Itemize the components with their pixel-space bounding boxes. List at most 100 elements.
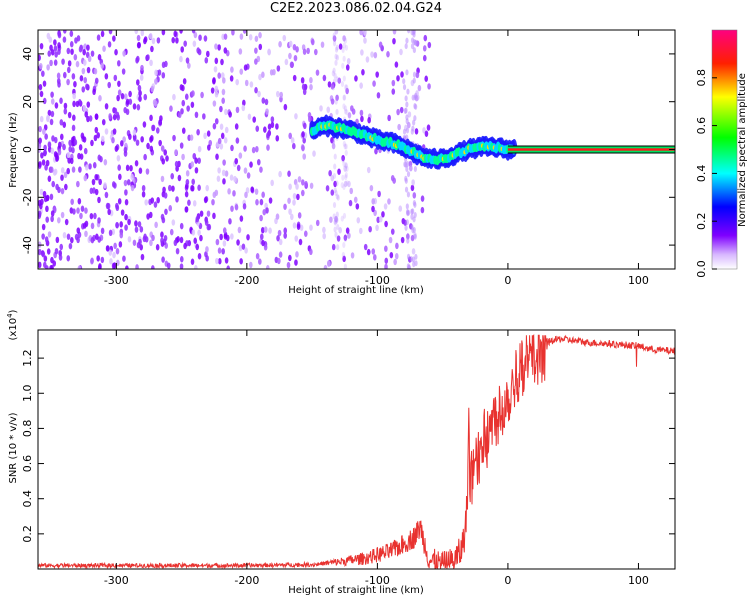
spectrogram-cell [423, 34, 428, 42]
spectrogram-cell [334, 59, 338, 66]
spectrogram-cell [342, 183, 346, 190]
spectrogram-cell [76, 180, 80, 188]
spectrogram-cell [51, 135, 55, 142]
spectrogram-cell [255, 125, 260, 132]
spectrogram-cell [384, 220, 388, 228]
spectrogram-cell [342, 55, 346, 62]
spectrogram-cell [38, 241, 42, 248]
spectrogram-cell [302, 137, 306, 144]
spectrogram-cell [242, 99, 246, 107]
spectrogram-cell [82, 105, 87, 112]
spectrogram-cell [412, 261, 416, 268]
spectrogram-cell [387, 114, 391, 122]
spectrogram-cell [76, 227, 81, 234]
spectrogram-cell [58, 141, 62, 149]
spectrogram-cell [241, 104, 246, 112]
spectrogram-cell [219, 105, 223, 113]
spectrogram-cell [164, 208, 168, 215]
spectrogram-cell [197, 48, 202, 56]
spectrogram-cell [47, 141, 52, 149]
spectrogram-cell [420, 206, 425, 214]
spectrogram-cell [43, 261, 47, 269]
spectrogram-cell [334, 46, 339, 53]
spectrogram-cell [112, 113, 117, 121]
spectrogram-cell [246, 234, 250, 241]
spectrogram-cell [342, 140, 346, 147]
spectrogram-cell [411, 256, 416, 263]
spectrogram-cell [347, 232, 351, 239]
spectrogram-cell [57, 217, 61, 224]
spectrogram-cell [161, 256, 165, 263]
spectrogram-cell [59, 243, 64, 251]
spectrogram-cell [173, 239, 178, 247]
spectrogram-cell [177, 174, 182, 182]
spectrogram-cell [333, 163, 337, 170]
spectrogram-cell [243, 145, 247, 152]
spectrogram-cell [393, 258, 397, 266]
spectrogram-cell [64, 218, 69, 226]
spectrogram-cell [258, 73, 262, 81]
spectrogram-cell [90, 236, 95, 244]
spectrogram-cell [142, 121, 147, 128]
snr-frame [37, 329, 676, 570]
spectrogram-cell [373, 51, 378, 59]
spectrogram-cell [333, 218, 337, 225]
spectrogram-cell [372, 80, 376, 87]
spectrogram-cell [108, 229, 113, 237]
spectrogram-cell [46, 64, 50, 71]
spectrogram-cell [288, 132, 292, 140]
snr-series-line [38, 333, 675, 569]
spectrogram-cell [272, 68, 276, 76]
spectrogram-cell [344, 162, 348, 169]
spectrogram-cell [266, 144, 270, 151]
spectrogram-cell [335, 193, 339, 200]
spectrogram-cell [70, 48, 74, 55]
spectrogram-cell [283, 203, 287, 210]
spectrogram-cell [335, 180, 339, 187]
spectrogram-cell [83, 174, 88, 182]
spectrogram-cell [376, 92, 381, 99]
spectrogram-cell [140, 136, 144, 143]
spectrogram-cell [381, 211, 385, 218]
spectrogram-cell [301, 189, 305, 197]
spectrogram-cell [344, 44, 349, 51]
spectrogram-cell [302, 48, 307, 55]
colorbar-tick-label: 0.2 [695, 212, 708, 230]
spectrogram-cell [134, 226, 139, 233]
spectrogram-cell [406, 209, 411, 216]
spectrogram-cell [359, 109, 364, 117]
spectrogram-cell [146, 142, 150, 150]
spectrogram-cell [46, 32, 51, 40]
spectrogram-cell [139, 226, 144, 233]
spectrogram-cell [254, 47, 258, 54]
spectrogram-cell [230, 205, 234, 212]
spectrogram-cell [200, 91, 204, 99]
spectrogram-cell [413, 115, 417, 122]
spectrogram-cell [82, 59, 87, 66]
spectrogram-cell [193, 31, 198, 39]
spectrogram-cell [406, 263, 410, 269]
spectrogram-cell [185, 170, 190, 177]
spectrogram-cell [404, 186, 409, 193]
spectrogram-cell [161, 30, 166, 36]
spectrogram-cell [224, 126, 229, 134]
spectrogram-cell [72, 114, 76, 121]
spectrogram-cell [217, 258, 222, 265]
spectrogram-cell [70, 198, 74, 205]
spectrogram-cell [212, 191, 217, 199]
spectrogram-cell [330, 83, 335, 90]
spectrogram-cell [336, 244, 340, 251]
spectrogram-cell [334, 30, 339, 35]
spectrogram-cell [412, 30, 416, 36]
spectrogram-cell [267, 48, 271, 55]
spectrogram-cell [98, 178, 102, 186]
spectrogram-cell [111, 262, 116, 269]
spectrogram-cell [61, 58, 65, 65]
spectrogram-cell [45, 205, 49, 213]
spectrogram-cell [136, 55, 140, 63]
spectrogram-cell [86, 66, 91, 74]
spectrogram-cell [90, 222, 95, 230]
spectrogram-cell [398, 205, 403, 212]
spectrogram-cell [377, 190, 381, 198]
spectrogram-cell [124, 213, 128, 221]
